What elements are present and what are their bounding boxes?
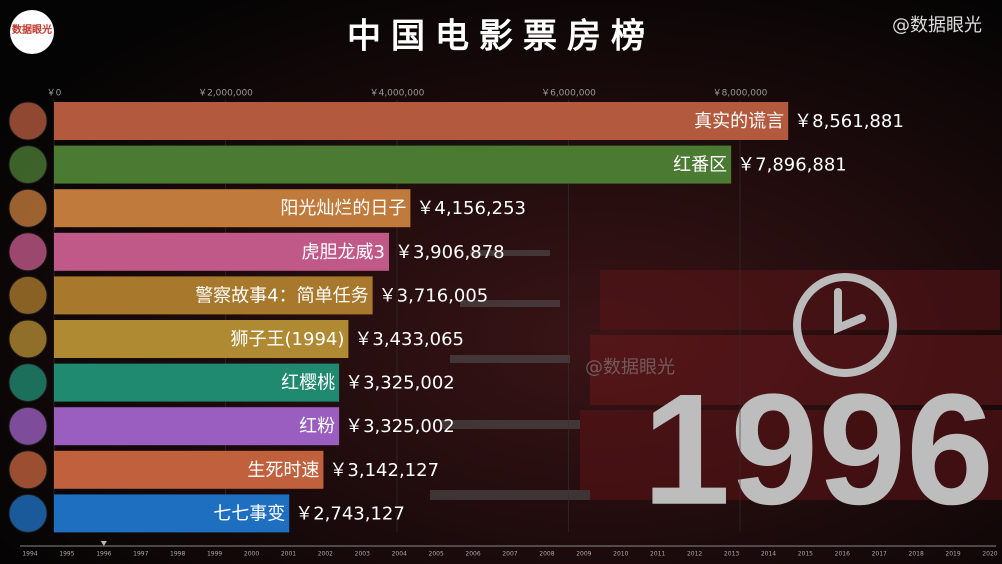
bar	[54, 494, 290, 533]
bar-label: 虎胆龙威3	[302, 242, 385, 263]
poster-thumb	[8, 188, 48, 228]
x-tick-label: ￥2,000,000	[198, 89, 253, 99]
bar-label: 警察故事4：简单任务	[195, 285, 368, 306]
x-tick-label: ￥8,000,000	[713, 89, 768, 99]
logo-badge	[10, 10, 54, 54]
bar-label: 狮子王(1994)	[231, 329, 345, 350]
bar	[54, 102, 789, 140]
poster-thumb	[8, 275, 48, 315]
timeline-label: 2006	[465, 551, 480, 558]
value-label: ￥3,433,065	[354, 329, 464, 350]
poster-thumb	[8, 232, 48, 272]
poster-thumb	[8, 319, 48, 359]
timeline-label: 2005	[429, 551, 444, 558]
timeline-label: 2010	[613, 551, 628, 558]
timeline-label: 2003	[355, 551, 370, 558]
timeline-marker	[100, 541, 107, 546]
poster-thumb	[8, 450, 48, 490]
timeline-label: 1995	[59, 551, 74, 558]
x-tick-label: ￥6,000,000	[541, 89, 596, 99]
value-label: ￥3,716,005	[379, 285, 489, 306]
year-label: 1996	[643, 362, 995, 538]
timeline-label: 2012	[687, 551, 702, 558]
bar-label: 阳光灿烂的日子	[280, 198, 406, 219]
timeline-label: 1997	[133, 551, 148, 558]
timeline-label: 2014	[761, 551, 776, 558]
logo: 数据眼光	[12, 23, 52, 36]
timeline-label: 1999	[207, 551, 222, 558]
bar	[54, 189, 411, 228]
watermark: @数据眼光	[892, 15, 982, 36]
bar	[54, 363, 340, 402]
x-tick-label: ￥4,000,000	[370, 89, 425, 99]
timeline-label: 2020	[982, 551, 997, 558]
value-label: ￥3,142,127	[329, 460, 439, 481]
bar-label: 生死时速	[247, 460, 319, 481]
timeline-label: 2019	[945, 551, 960, 558]
timeline-label: 2017	[872, 551, 887, 558]
timeline-label: 2011	[650, 551, 665, 558]
poster-thumb	[8, 145, 48, 185]
value-label: ￥3,325,002	[345, 373, 455, 394]
bar-label: 红樱桃	[281, 373, 335, 394]
timeline-label: 2015	[798, 551, 813, 558]
x-tick-label: ￥0	[47, 89, 62, 99]
timeline-label: 2007	[502, 551, 517, 558]
bar	[54, 276, 373, 315]
value-label: ￥8,561,881	[794, 111, 904, 132]
timeline-label: 1998	[170, 551, 185, 558]
timeline-label: 2008	[539, 551, 554, 558]
timeline-label: 2013	[724, 551, 739, 558]
value-label: ￥3,906,878	[395, 242, 505, 263]
timeline-label: 2009	[576, 551, 591, 558]
timeline-label: 2001	[281, 551, 296, 558]
value-label: ￥4,156,253	[416, 198, 526, 219]
timeline-label: 2000	[244, 551, 259, 558]
bar	[54, 450, 324, 489]
poster-thumb	[8, 493, 48, 533]
bar-label: 红番区	[673, 155, 727, 176]
bar	[54, 145, 732, 184]
poster-thumb	[8, 406, 48, 446]
chart-title: 中国电影票房榜	[347, 17, 655, 57]
poster-thumb	[8, 363, 48, 403]
value-label: ￥3,325,002	[345, 416, 455, 437]
clock-icon	[793, 273, 897, 377]
timeline-label: 2004	[392, 551, 407, 558]
poster-thumb	[8, 101, 48, 141]
bar	[54, 320, 349, 358]
bar	[54, 407, 340, 446]
bar-label: 真实的谎言	[694, 111, 784, 132]
timeline-label: 2018	[909, 551, 924, 558]
timeline-label: 1996	[96, 551, 111, 558]
bar-label: 七七事变	[213, 503, 285, 524]
timeline-label: 2002	[318, 551, 333, 558]
bar-label: 红粉	[299, 416, 335, 437]
bar	[54, 232, 390, 271]
value-label: ￥7,896,881	[737, 155, 847, 176]
center-watermark: @数据眼光	[585, 357, 675, 378]
timeline-label: 1994	[22, 551, 37, 558]
timeline-label: 2016	[835, 551, 850, 558]
value-label: ￥2,743,127	[295, 503, 405, 524]
